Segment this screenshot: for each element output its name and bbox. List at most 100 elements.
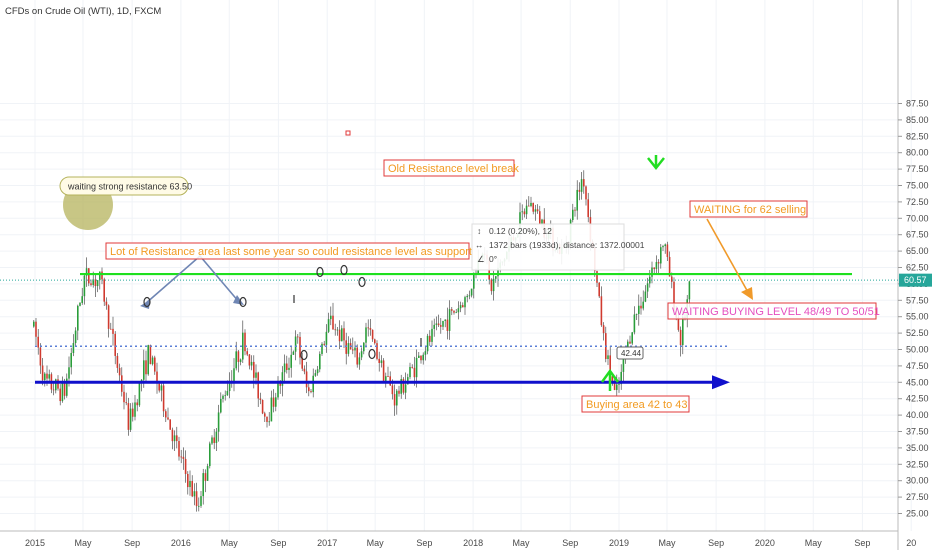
y-tick-label: 45.00	[906, 377, 929, 387]
candle-body	[195, 491, 198, 507]
candle-body	[620, 371, 623, 385]
candle-body	[169, 419, 172, 430]
x-tick-label: May	[805, 538, 823, 548]
candle-body	[521, 211, 524, 213]
candle-body	[184, 458, 187, 474]
candle-body	[677, 317, 680, 330]
resistance-area-box	[105, 242, 470, 260]
candle-body	[156, 371, 158, 384]
candle-body	[288, 367, 290, 370]
candle-body	[321, 343, 323, 354]
candle-body	[433, 324, 436, 329]
candle-body	[297, 336, 299, 338]
candle-body	[248, 354, 251, 366]
candle-body	[66, 378, 68, 396]
candle-body	[530, 202, 532, 207]
candle-body	[664, 244, 667, 247]
candle-body	[411, 366, 414, 368]
candle-body	[255, 372, 257, 378]
x-tick-label: May	[221, 538, 239, 548]
candle-body	[44, 373, 46, 381]
candle-body	[116, 355, 119, 368]
candle-body	[415, 357, 418, 378]
y-tick-label: 52.50	[906, 328, 929, 338]
resistance-callout-text: waiting strong resistance 63.50	[67, 182, 192, 192]
candle-body	[198, 505, 200, 507]
candle-body	[72, 343, 75, 353]
candle-body	[396, 390, 398, 406]
support-arrow-head	[712, 375, 730, 390]
candle-body	[402, 378, 405, 393]
candle-body	[451, 309, 453, 311]
candle-body	[338, 329, 341, 342]
measure-tool-box[interactable]	[471, 223, 625, 271]
candle-body	[523, 211, 526, 215]
x-tick-label: May	[658, 538, 676, 548]
candle-body	[376, 343, 378, 359]
candle-body	[316, 369, 319, 374]
y-tick-label: 25.00	[906, 509, 929, 519]
candle-body	[180, 456, 183, 458]
candle-body	[105, 301, 108, 306]
candle-body	[154, 357, 156, 372]
candle-body	[99, 271, 101, 281]
candle-body	[90, 283, 92, 285]
candle-body	[468, 295, 471, 297]
candle-body	[583, 179, 585, 187]
candle-body	[178, 441, 180, 457]
candle-body	[644, 291, 647, 302]
x-tick-label: May	[513, 538, 531, 548]
candle-body	[657, 262, 660, 264]
candle-body	[279, 382, 282, 386]
candle-body	[596, 271, 598, 283]
candle-body	[57, 379, 59, 389]
y-tick-label: 65.00	[906, 246, 929, 256]
candle-body	[182, 456, 185, 459]
candle-body	[162, 385, 165, 412]
candle-body	[629, 341, 631, 344]
candle-body	[464, 297, 466, 308]
candle-body	[59, 388, 62, 402]
candle-body	[613, 382, 616, 390]
candle-body	[112, 328, 114, 334]
candle-body	[598, 282, 601, 297]
x-tick-label: Sep	[562, 538, 578, 548]
candle-body	[343, 328, 345, 341]
candle-body	[365, 327, 367, 343]
candle-body	[653, 267, 656, 270]
y-tick-label: 32.50	[906, 459, 929, 469]
candle-body	[631, 332, 634, 344]
y-tick-label: 55.00	[906, 312, 929, 322]
candle-body	[442, 320, 444, 327]
candle-body	[611, 376, 614, 383]
projection-arrow-line	[706, 218, 750, 295]
old-resistance-label: Old Resistance level break	[388, 163, 519, 175]
last-price-label: 60.57	[904, 275, 927, 285]
candle-body	[660, 247, 662, 264]
candle-body	[283, 363, 286, 373]
candle-body	[387, 376, 389, 378]
candle-body	[48, 374, 51, 379]
candle-body	[382, 360, 385, 381]
candle-body	[202, 473, 205, 497]
candle-body	[404, 384, 407, 393]
candle-body	[261, 399, 264, 414]
candle-body	[226, 391, 229, 396]
measure-angle-text: 0°	[489, 254, 497, 264]
x-tick-label: Sep	[854, 538, 870, 548]
candle-body	[209, 443, 211, 467]
candle-body	[635, 313, 638, 315]
candle-body	[253, 361, 255, 378]
measure-bars-text: 1372 bars (1933d), distance: 1372.00001	[489, 240, 645, 250]
candle-body	[277, 382, 279, 398]
candle-body	[334, 329, 337, 331]
y-tick-label: 75.00	[906, 181, 929, 191]
sell-arrow-icon	[647, 155, 665, 171]
candle-body	[327, 319, 330, 332]
resistance-callout-box	[59, 176, 189, 196]
candle-body	[165, 411, 167, 418]
candle-body	[259, 398, 262, 400]
y-tick-label: 30.00	[906, 476, 929, 486]
x-tick-label: Sep	[416, 538, 432, 548]
